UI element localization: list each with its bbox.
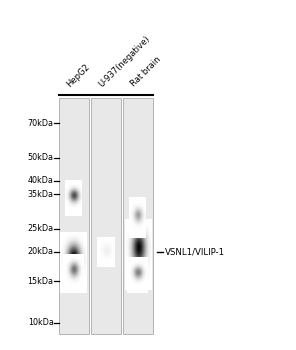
Text: HepG2: HepG2 bbox=[65, 62, 91, 89]
Bar bbox=[123, 98, 153, 334]
Text: 20kDa: 20kDa bbox=[28, 247, 54, 256]
Bar bbox=[59, 98, 89, 334]
Text: 40kDa: 40kDa bbox=[28, 176, 54, 185]
Bar bbox=[91, 98, 121, 334]
Text: VSNL1/VILIP-1: VSNL1/VILIP-1 bbox=[165, 247, 225, 256]
Text: 10kDa: 10kDa bbox=[28, 318, 54, 327]
Text: 25kDa: 25kDa bbox=[28, 224, 54, 233]
Text: 50kDa: 50kDa bbox=[28, 153, 54, 162]
Text: 35kDa: 35kDa bbox=[28, 190, 54, 199]
Text: 70kDa: 70kDa bbox=[28, 119, 54, 128]
Text: U-937(negative): U-937(negative) bbox=[96, 34, 152, 89]
Text: 15kDa: 15kDa bbox=[28, 277, 54, 286]
Text: Rat brain: Rat brain bbox=[129, 55, 162, 89]
